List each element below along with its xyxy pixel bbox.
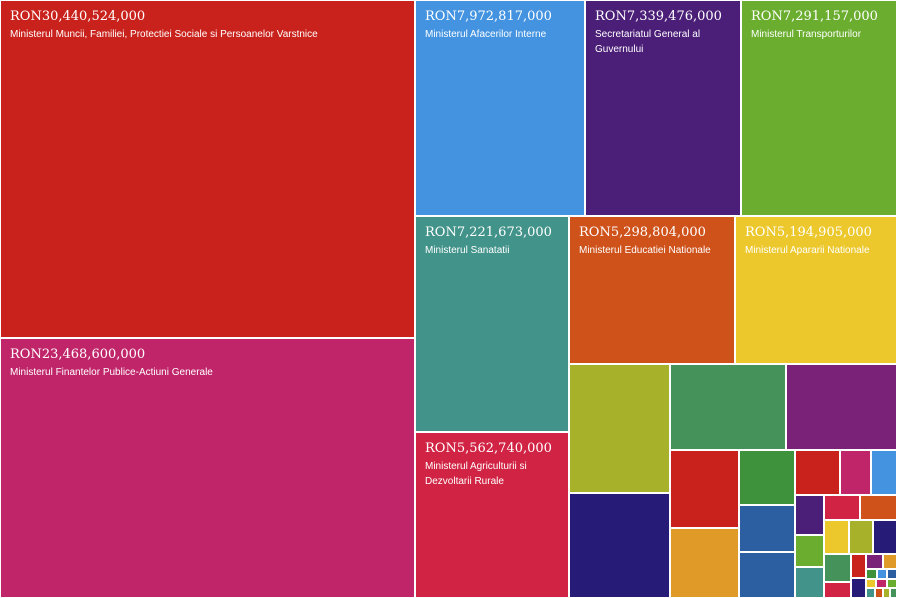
- tile-value-label: RON5,562,740,000: [425, 441, 552, 456]
- tile-value-label: RON7,291,157,000: [751, 9, 878, 24]
- treemap-tile-small[interactable]: [866, 569, 877, 579]
- treemap-tile-small[interactable]: [866, 579, 876, 588]
- tile-name-label: Ministerul Sanatatii: [425, 245, 510, 256]
- tile-value-label: RON7,972,817,000: [425, 9, 552, 24]
- treemap-tile-small[interactable]: [849, 520, 873, 554]
- treemap-tile-small[interactable]: [883, 554, 897, 569]
- treemap-tile-small[interactable]: [795, 450, 840, 495]
- tile-value-label: RON5,194,905,000: [745, 225, 872, 240]
- treemap-tile-small[interactable]: [670, 450, 739, 528]
- tile-name-label: Ministerul Apararii Nationale: [745, 245, 870, 256]
- treemap-tile[interactable]: RON5,298,804,000 Ministerul Educatiei Nat…: [569, 216, 735, 364]
- treemap-tile-small[interactable]: [795, 495, 824, 535]
- treemap-tile-small[interactable]: [851, 578, 866, 598]
- treemap-tile[interactable]: RON23,468,600,000 Ministerul Finantelor P…: [0, 338, 415, 598]
- treemap-tile-small[interactable]: [887, 579, 897, 588]
- treemap-tile-small[interactable]: [860, 495, 897, 520]
- treemap-tile-small[interactable]: [795, 567, 824, 598]
- tile-name-label: Ministerul Afacerilor Interne: [425, 29, 547, 40]
- treemap-tile[interactable]: RON5,562,740,000 Ministerul Agriculturii …: [415, 432, 569, 598]
- treemap-tile-small[interactable]: [795, 535, 824, 567]
- treemap-tile-small[interactable]: [739, 505, 795, 552]
- treemap-tile-small[interactable]: [890, 588, 897, 598]
- treemap-tile-small[interactable]: [824, 582, 851, 598]
- treemap-tile-small[interactable]: [866, 554, 883, 569]
- treemap-tile[interactable]: RON5,194,905,000 Ministerul Apararii Nati…: [735, 216, 897, 364]
- treemap-tile[interactable]: RON30,440,524,000 Ministerul Muncii, Fami…: [0, 0, 415, 338]
- tile-name-label: Ministerul Agriculturii si Dezvoltarii R…: [425, 461, 527, 487]
- treemap-tile-small[interactable]: [851, 554, 866, 578]
- tile-name-label: Ministerul Educatiei Nationale: [579, 245, 711, 256]
- treemap-tile-small[interactable]: [824, 554, 851, 582]
- treemap-tile-small[interactable]: [739, 450, 795, 505]
- treemap-tile-small[interactable]: [876, 579, 887, 588]
- treemap-tile[interactable]: RON7,339,476,000 Secretariatul General al…: [585, 0, 741, 216]
- treemap-tile-small[interactable]: [873, 520, 897, 554]
- tile-value-label: RON23,468,600,000: [10, 347, 146, 362]
- treemap-tile[interactable]: RON7,291,157,000 Ministerul Transporturil…: [741, 0, 897, 216]
- tile-name-label: Ministerul Muncii, Familiei, Protectiei …: [10, 29, 318, 40]
- treemap-tile[interactable]: RON7,972,817,000 Ministerul Afacerilor In…: [415, 0, 585, 216]
- treemap-tile-small[interactable]: [824, 495, 860, 520]
- treemap-tile-small[interactable]: [670, 528, 739, 598]
- treemap-tile[interactable]: RON7,221,673,000 Ministerul Sanatatii: [415, 216, 569, 432]
- tile-name-label: Secretariatul General al Guvernului: [595, 29, 701, 55]
- tile-value-label: RON7,221,673,000: [425, 225, 552, 240]
- treemap-tile-small[interactable]: [871, 450, 897, 495]
- treemap-tile-small[interactable]: [569, 364, 670, 493]
- tile-value-label: RON30,440,524,000: [10, 9, 146, 24]
- treemap-tile-small[interactable]: [840, 450, 871, 495]
- treemap-tile-small[interactable]: [883, 588, 890, 598]
- tile-name-label: Ministerul Transporturilor: [751, 29, 862, 40]
- tile-value-label: RON7,339,476,000: [595, 9, 722, 24]
- treemap-tile-small[interactable]: [887, 569, 897, 579]
- treemap-tile-small[interactable]: [866, 588, 875, 598]
- treemap-tile-small[interactable]: [739, 552, 795, 598]
- treemap-tile-small[interactable]: [824, 520, 849, 554]
- treemap-tile-small[interactable]: [670, 364, 786, 450]
- treemap-tile-small[interactable]: [875, 588, 883, 598]
- tile-value-label: RON5,298,804,000: [579, 225, 706, 240]
- treemap-tile-small[interactable]: [786, 364, 897, 450]
- tile-name-label: Ministerul Finantelor Publice-Actiuni Ge…: [10, 367, 213, 378]
- treemap-tile-small[interactable]: [569, 493, 670, 598]
- treemap-tile-small[interactable]: [877, 569, 887, 579]
